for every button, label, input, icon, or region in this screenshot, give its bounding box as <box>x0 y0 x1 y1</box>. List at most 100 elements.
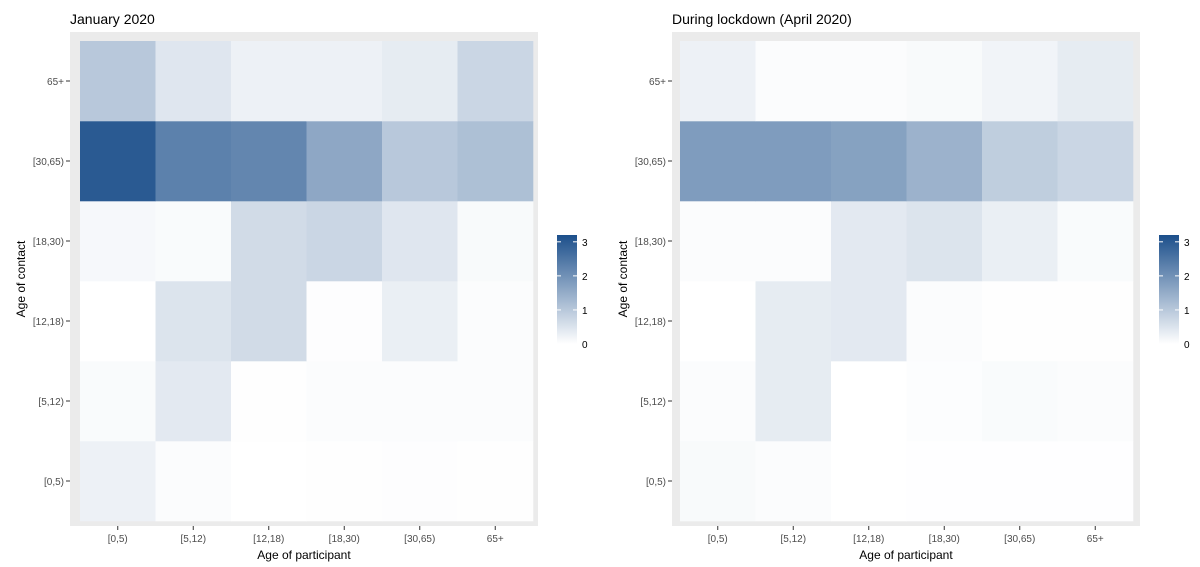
heatmap-tile <box>906 201 983 282</box>
heatmap-tile <box>155 201 232 282</box>
heatmap-tile <box>831 361 907 442</box>
heatmap-tile <box>906 121 983 202</box>
heatmap-tile <box>831 121 907 202</box>
heatmap-tile <box>755 281 832 362</box>
heatmap-tile <box>831 281 907 362</box>
heatmap-tile <box>755 201 832 282</box>
x-axis-label: Age of participant <box>257 548 351 562</box>
heatmap-tile <box>231 41 307 122</box>
heatmap-tile <box>982 41 1058 122</box>
heatmap-tile <box>982 441 1058 522</box>
heatmap-tile <box>755 361 832 442</box>
chart-title: January 2020 <box>70 11 155 27</box>
y-tick-label: [0,5) <box>646 477 666 488</box>
legend-break-label: 0 <box>582 340 588 351</box>
heatmap-tile <box>680 121 756 202</box>
heatmap-tile <box>831 41 907 122</box>
y-tick-label: 65+ <box>649 77 666 88</box>
heatmap-tile <box>1057 201 1134 282</box>
heatmap-tile <box>306 41 383 122</box>
heatmap-tile <box>680 281 756 362</box>
chart-title: During lockdown (April 2020) <box>672 11 852 27</box>
heatmap-tile <box>680 441 756 522</box>
x-tick-label: [5,12) <box>780 534 806 545</box>
heatmap-tile <box>831 201 907 282</box>
legend-break-label: 2 <box>582 272 588 283</box>
heatmap-tile <box>457 41 534 122</box>
heatmap-tile <box>382 121 458 202</box>
x-tick-label: 65+ <box>487 534 504 545</box>
heatmap-tile <box>1057 121 1134 202</box>
legend-break-label: 0 <box>1184 340 1190 351</box>
legend-colorbar <box>557 235 577 344</box>
x-tick-label: [18,30) <box>929 534 960 545</box>
heatmap-panel-1: January 2020 [0,5) [5,12) [12,18) [18,30) [30… <box>14 11 588 562</box>
heatmap-tile <box>755 41 832 122</box>
x-tick-label: [12,18) <box>253 534 284 545</box>
y-tick-label: [0,5) <box>44 477 64 488</box>
heatmap-tile <box>231 441 307 522</box>
heatmap-tile <box>306 281 383 362</box>
y-tick-label: [5,12) <box>38 397 64 408</box>
heatmap-panel-2: During lockdown (April 2020) [0,5) [5,12) [… <box>616 11 1190 562</box>
heatmap-tile <box>906 281 983 362</box>
x-tick-label: [30,65) <box>1004 534 1035 545</box>
heatmap-tile <box>80 281 156 362</box>
x-tick-label: [5,12) <box>180 534 206 545</box>
x-axis-label: Age of participant <box>859 548 953 562</box>
legend-colorbar <box>1159 235 1179 344</box>
y-tick-label: [30,65) <box>635 157 666 168</box>
heatmap-tile <box>680 41 756 122</box>
heatmap-tile <box>382 41 458 122</box>
y-axis-label: Age of contact <box>616 240 630 317</box>
x-tick-label: [12,18) <box>853 534 884 545</box>
heatmap-tile <box>1057 281 1134 362</box>
x-tick-label: [0,5) <box>708 534 728 545</box>
y-axis-label: Age of contact <box>14 240 28 317</box>
heatmap-tile <box>906 41 983 122</box>
heatmap-tile <box>155 441 232 522</box>
heatmap-tile <box>231 281 307 362</box>
heatmap-tile <box>755 441 832 522</box>
heatmap-tile <box>231 121 307 202</box>
heatmap-tile <box>155 281 232 362</box>
heatmap-tile <box>982 281 1058 362</box>
heatmap-tile <box>382 201 458 282</box>
y-tick-label: [5,12) <box>640 397 666 408</box>
heatmap-tile <box>382 361 458 442</box>
heatmap-tile <box>306 361 383 442</box>
heatmap-tile <box>306 441 383 522</box>
heatmap-tile <box>680 361 756 442</box>
heatmap-tile <box>457 441 534 522</box>
x-tick-label: 65+ <box>1087 534 1104 545</box>
heatmap-tile <box>231 361 307 442</box>
y-tick-label: [30,65) <box>33 157 64 168</box>
legend-break-label: 2 <box>1184 272 1190 283</box>
heatmap-tile <box>982 201 1058 282</box>
x-tick-label: [18,30) <box>329 534 360 545</box>
heatmap-tile <box>906 441 983 522</box>
heatmap-tile <box>457 201 534 282</box>
y-tick-label: [12,18) <box>635 317 666 328</box>
heatmap-tile <box>382 441 458 522</box>
heatmap-tile <box>80 41 156 122</box>
heatmap-tile <box>80 121 156 202</box>
y-tick-label: 65+ <box>47 77 64 88</box>
heatmap-tile <box>80 361 156 442</box>
heatmap-tile <box>1057 441 1134 522</box>
y-tick-label: [12,18) <box>33 317 64 328</box>
heatmap-tile <box>982 121 1058 202</box>
heatmap-tile <box>457 121 534 202</box>
heatmap-tile <box>831 441 907 522</box>
heatmap-tile <box>80 441 156 522</box>
heatmap-tile <box>755 121 832 202</box>
heatmap-tile <box>155 361 232 442</box>
heatmap-tile <box>155 121 232 202</box>
heatmap-tile <box>306 121 383 202</box>
legend-break-label: 1 <box>1184 306 1190 317</box>
legend-break-label: 1 <box>582 306 588 317</box>
x-tick-label: [0,5) <box>108 534 128 545</box>
y-tick-label: [18,30) <box>635 237 666 248</box>
